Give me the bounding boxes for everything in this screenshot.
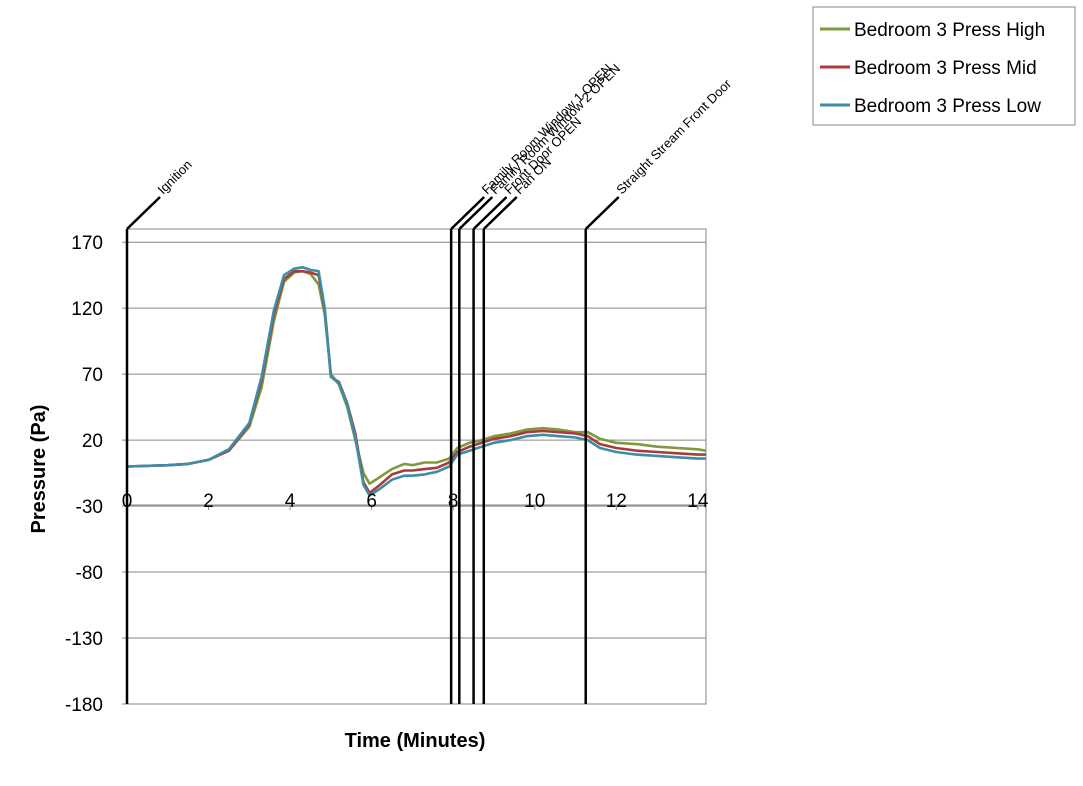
x-axis-title: Time (Minutes)	[345, 730, 486, 752]
y-tick-label: 120	[71, 299, 103, 320]
x-tick-label: 12	[606, 491, 627, 512]
event-label: Family Room Window 2 OPEN	[487, 61, 623, 197]
event-leader	[458, 196, 494, 230]
event-leader	[472, 196, 508, 230]
gridlines	[127, 241, 706, 705]
y-tick-label: 70	[82, 365, 103, 386]
x-tick-label: 2	[203, 491, 214, 512]
event-markers: Ignition Family Room Window 1 OPENFamily …	[125, 61, 735, 704]
event-leader	[450, 196, 486, 230]
legend-label: Bedroom 3 Press Low	[854, 96, 1041, 117]
y-tick-label: -30	[76, 497, 103, 518]
series-line-2	[126, 269, 706, 495]
x-tick-label: 8	[448, 491, 459, 512]
legend-box	[812, 6, 1076, 126]
y-axis-title: Pressure (Pa)	[28, 405, 50, 534]
y-tick-label: 20	[82, 431, 103, 452]
event-leader	[584, 196, 620, 230]
series-line-3	[126, 266, 706, 497]
x-tick-label: 6	[366, 491, 377, 512]
y-tick-label: 170	[71, 233, 103, 254]
x-tick-label: 4	[285, 491, 296, 512]
event-label: Ignition	[155, 157, 195, 197]
y-axis-ticks: 170 120 70 20 -30 -80 -130 -180	[65, 233, 127, 716]
legend: Bedroom 3 Press High Bedroom 3 Press Mid B…	[812, 6, 1076, 126]
y-tick-label: -180	[65, 695, 103, 716]
x-tick-label: 14	[687, 491, 709, 512]
data-series	[126, 266, 707, 497]
y-tick-label: -130	[65, 629, 103, 650]
event-label: Straight Stream Front Door	[613, 76, 734, 197]
plot-area-border	[126, 228, 707, 705]
y-tick-label: -80	[76, 563, 103, 584]
x-tick-label: 10	[524, 491, 545, 512]
event-leader	[482, 196, 518, 230]
legend-label: Bedroom 3 Press High	[854, 20, 1045, 41]
legend-label: Bedroom 3 Press Mid	[854, 58, 1037, 79]
event-leader	[126, 196, 161, 230]
